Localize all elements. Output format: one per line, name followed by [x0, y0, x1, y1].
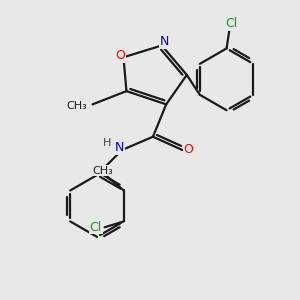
Text: O: O	[183, 143, 193, 157]
Text: H: H	[103, 138, 111, 148]
Text: O: O	[115, 49, 125, 62]
Text: Cl: Cl	[90, 221, 102, 234]
Text: Cl: Cl	[225, 17, 237, 30]
Text: CH₃: CH₃	[67, 101, 87, 111]
Text: N: N	[115, 141, 124, 154]
Text: N: N	[160, 35, 169, 48]
Text: CH₃: CH₃	[93, 166, 113, 176]
